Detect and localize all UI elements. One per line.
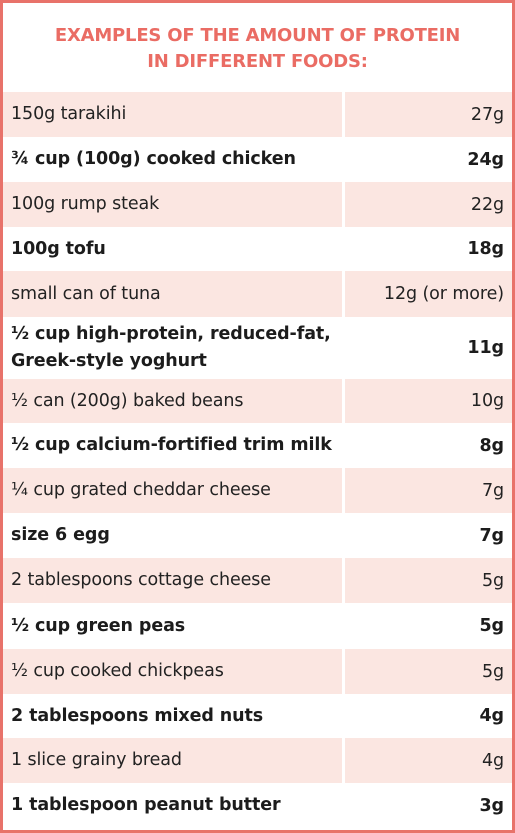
protein-amount-cell: 5g (481, 661, 504, 682)
table-row: 1 tablespoon peanut butter 3g (3, 783, 512, 828)
food-cell: ½ cup high-protein, reduced-fat, Greek-s… (3, 317, 345, 379)
title-line-1: EXAMPLES OF THE AMOUNT OF PROTEIN (54, 25, 461, 46)
table-row: ¾ cup (100g) cooked chicken 24g (3, 137, 512, 182)
table-row: 100g tofu 18g (3, 227, 512, 271)
protein-amount-cell: 12g (or more) (383, 284, 504, 304)
table-row: ½ cup calcium-fortified trim milk 8g (3, 423, 512, 468)
protein-amount-cell: 5g (481, 570, 504, 591)
food-cell: ½ cup calcium-fortified trim milk (3, 423, 345, 468)
food-cell: small can of tuna (3, 271, 345, 317)
table-row: ½ can (200g) baked beans 10g (3, 379, 512, 423)
table-row: 2 tablespoons cottage cheese 5g (3, 558, 512, 603)
table-title: EXAMPLES OF THE AMOUNT OF PROTEIN IN DIF… (3, 3, 512, 92)
protein-amount-cell: 24g (467, 149, 504, 170)
protein-amount-cell: 7g (481, 480, 504, 501)
table-row: ¼ cup grated cheddar cheese 7g (3, 468, 512, 513)
protein-amount-cell: 4g (479, 706, 504, 726)
protein-amount-cell: 7g (479, 525, 504, 546)
food-cell: 1 slice grainy bread (3, 738, 345, 783)
table-row: ½ cup cooked chickpeas 5g (3, 649, 512, 694)
protein-amount-cell: 4g (481, 750, 504, 771)
food-cell: size 6 egg (3, 513, 345, 558)
food-cell: ¾ cup (100g) cooked chicken (3, 137, 345, 182)
food-cell: 100g rump steak (3, 182, 345, 227)
table-row: 1 slice grainy bread 4g (3, 738, 512, 783)
food-cell: 100g tofu (3, 227, 345, 271)
food-cell: 1 tablespoon peanut butter (3, 783, 345, 828)
protein-amount-cell: 8g (479, 435, 504, 456)
protein-amount-cell: 5g (479, 616, 504, 636)
food-cell: 150g tarakihi (3, 92, 345, 137)
table-row: small can of tuna 12g (or more) (3, 271, 512, 317)
protein-amount-cell: 22g (470, 194, 504, 215)
protein-amount-cell: 11g (467, 338, 504, 358)
protein-table: 150g tarakihi 27g ¾ cup (100g) cooked chic… (3, 92, 512, 828)
protein-amount-cell: 18g (467, 239, 504, 259)
protein-amount-cell: 10g (470, 391, 504, 411)
table-row: ½ cup green peas 5g (3, 603, 512, 649)
protein-amount-cell: 27g (470, 104, 504, 125)
table-row: 2 tablespoons mixed nuts 4g (3, 694, 512, 738)
food-cell: 2 tablespoons mixed nuts (3, 694, 345, 738)
protein-amount-cell: 3g (479, 795, 504, 816)
food-cell: 2 tablespoons cottage cheese (3, 558, 345, 603)
food-cell: ½ cup cooked chickpeas (3, 649, 345, 694)
table-row: 150g tarakihi 27g (3, 92, 512, 137)
food-cell: ¼ cup grated cheddar cheese (3, 468, 345, 513)
table-row: 100g rump steak 22g (3, 182, 512, 227)
title-line-2: IN DIFFERENT FOODS: (147, 51, 368, 72)
table-row: ½ cup high-protein, reduced-fat, Greek-s… (3, 317, 512, 379)
table-row: size 6 egg 7g (3, 513, 512, 558)
food-cell: ½ cup green peas (3, 603, 345, 649)
food-cell: ½ can (200g) baked beans (3, 379, 345, 423)
